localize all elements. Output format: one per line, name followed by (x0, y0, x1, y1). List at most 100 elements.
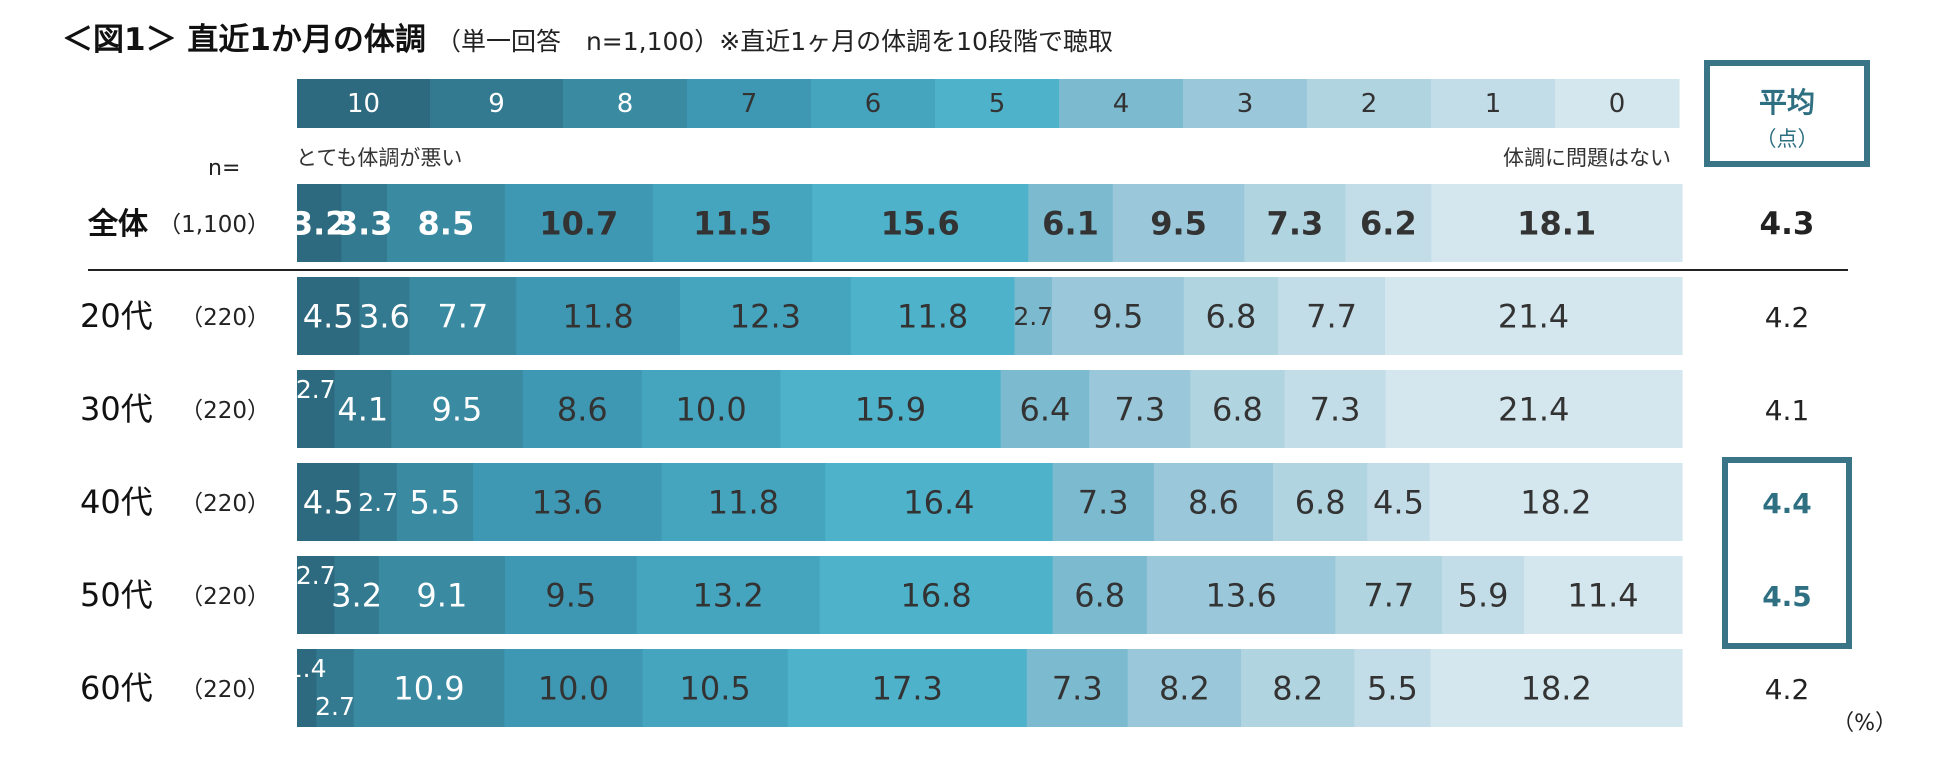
bar-segment-3 (1153, 463, 1274, 541)
data-label: 13.6 (1206, 577, 1277, 615)
data-label: 5.5 (1367, 670, 1418, 708)
average-value: 4.3 (1760, 206, 1815, 242)
bar-segment-4 (1052, 556, 1148, 634)
bar-segment-0 (1431, 184, 1683, 262)
bar-row: 2.73.2 9.1 9.5 13.2 16.8 6.8 13.6 7.7 5.9 11.4 50代… (80, 556, 1812, 634)
bar-row: 4.5 2.7 5.5 13.6 11.8 16.4 7.3 8.6 6.8 4.5 18.240代… (80, 463, 1812, 541)
bar-segment-4 (1014, 277, 1053, 355)
data-label: 2.7 (296, 375, 336, 404)
data-label: 6.1 (1042, 205, 1099, 243)
bar-segment-6 (636, 556, 821, 634)
data-label: 9.5 (545, 577, 596, 615)
data-label: 8.6 (557, 391, 608, 429)
bar-segment-10 (297, 649, 317, 727)
bar-segment-5 (780, 370, 1002, 448)
data-label: 10.9 (393, 670, 464, 708)
data-label: 11.5 (693, 205, 772, 243)
average-value: 4.5 (1762, 580, 1812, 613)
bar-segment-9 (334, 556, 380, 634)
bar-segment-1 (1367, 463, 1431, 541)
legend-label-7: 7 (741, 89, 758, 119)
row-label: 30代 (80, 390, 153, 428)
bars-layer: 3.23.3 8.5 10.7 11.5 15.6 6.1 9.5 7.3 6.2 18.1全体（… (80, 184, 1814, 727)
data-label: 18.2 (1520, 484, 1591, 522)
data-label: 12.3 (730, 298, 801, 336)
legend-label-10: 10 (347, 89, 380, 119)
bar-row: 3.23.3 8.5 10.7 11.5 15.6 6.1 9.5 7.3 6.2 18.1 全体 （… (87, 184, 1814, 262)
bar-segment-1 (1354, 649, 1432, 727)
row-label: 40代 (80, 483, 153, 521)
bar-segment-1 (1442, 556, 1525, 634)
bar-segment-9 (316, 649, 355, 727)
bar-segment-10 (297, 556, 336, 634)
row-n-label: （220） (180, 491, 270, 517)
bar-segment-7 (473, 463, 663, 541)
bar-segment-2 (1273, 463, 1368, 541)
data-label: 10.0 (675, 391, 746, 429)
bar-segment-3 (1051, 277, 1185, 355)
legend-label-1: 1 (1485, 89, 1502, 119)
bar-segment-8 (387, 184, 506, 262)
bar-row: 1.4 2.7 10.9 10.0 10.5 17.3 7.3 8.2 8.2 5.5 18.2 60… (80, 649, 1809, 727)
data-label: 13.2 (693, 577, 764, 615)
data-label: 2.7 (296, 561, 336, 590)
bar-segment-8 (409, 277, 517, 355)
data-label: 6.4 (1019, 391, 1070, 429)
bar-segment-6 (680, 277, 852, 355)
data-label: 7.3 (1114, 391, 1165, 429)
data-label: 4.5 (1373, 484, 1424, 522)
legend-cell-4 (1059, 79, 1184, 128)
bar-segment-6 (652, 184, 813, 262)
legend-label-5: 5 (989, 89, 1006, 119)
scale-legend: 10 9 8 7 6 5 4 3 2 1 0 (297, 79, 1680, 128)
data-label: 11.8 (563, 298, 634, 336)
bar-segment-2 (1335, 556, 1443, 634)
bar-segment-0 (1385, 370, 1683, 448)
legend-cell-8 (563, 79, 688, 128)
bar-segment-5 (812, 184, 1029, 262)
bar-segment-0 (1429, 463, 1683, 541)
legend-label-6: 6 (865, 89, 882, 119)
data-label: 10.5 (680, 670, 751, 708)
data-label: 2.7 (1013, 302, 1053, 331)
data-label: 7.7 (437, 298, 488, 336)
bar-segment-8 (353, 649, 505, 727)
bar-segment-2 (1241, 649, 1356, 727)
data-label: 5.9 (1458, 577, 1509, 615)
data-label: 16.8 (900, 577, 971, 615)
bar-segment-6 (641, 370, 781, 448)
bar-segment-6 (661, 463, 826, 541)
data-label: 1.4 (287, 654, 327, 683)
bar-segment-9 (334, 370, 392, 448)
bar-segment-8 (396, 463, 474, 541)
row-n-label: （220） (180, 677, 270, 703)
row-label: 60代 (80, 669, 153, 707)
bar-segment-9 (359, 463, 398, 541)
bar-segment-10 (297, 463, 360, 541)
chart-subtitle: （単一回答 n=1,100）※直近1ヶ月の体調を10段階で聴取 (435, 27, 1113, 56)
data-label: 13.6 (532, 484, 603, 522)
bar-segment-7 (504, 556, 638, 634)
chart-title-row: ＜図1＞ 直近1か月の体調 （単一回答 n=1,100）※直近1ヶ月の体調を10段… (62, 14, 1113, 64)
data-label: 9.5 (1092, 298, 1143, 336)
bar-segment-6 (642, 649, 789, 727)
bar-segment-10 (297, 277, 361, 355)
data-label: 2.7 (358, 488, 398, 517)
data-label: 3.2 (331, 577, 382, 615)
right-anchor-label: 体調に問題はない (1503, 146, 1671, 170)
bar-segment-0 (1523, 556, 1683, 634)
average-value: 4.1 (1765, 394, 1810, 427)
data-label: 7.7 (1363, 577, 1414, 615)
bar-segment-3 (1112, 184, 1245, 262)
row-n-label: （220） (180, 584, 270, 610)
bar-segment-3 (1146, 556, 1337, 634)
data-label: 4.5 (303, 298, 354, 336)
data-label: 9.1 (416, 577, 467, 615)
average-highlight-frame (1722, 457, 1852, 649)
bar-segment-8 (391, 370, 524, 448)
bar-segment-1 (1284, 370, 1387, 448)
data-label: 9.5 (432, 391, 483, 429)
data-label: 8.5 (418, 205, 475, 243)
data-label: 21.4 (1498, 298, 1569, 336)
